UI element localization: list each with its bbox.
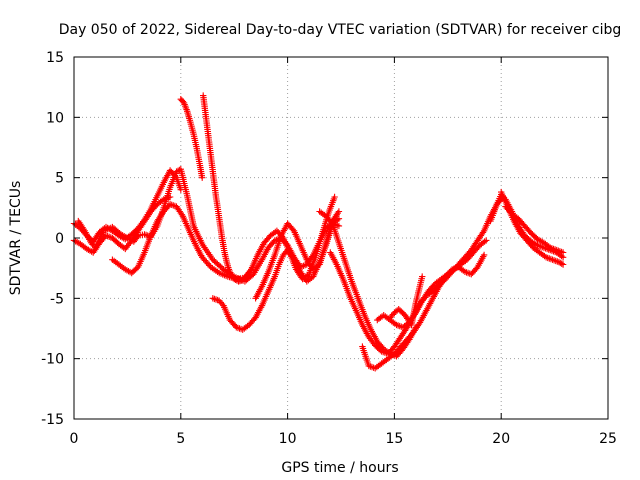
data-point (217, 263, 224, 270)
data-point (483, 237, 490, 244)
y-tick-label: 0 (55, 231, 64, 247)
data-point (199, 174, 206, 181)
x-tick-label: 15 (385, 431, 403, 447)
y-tick-label: -10 (41, 352, 64, 368)
x-axis-label: GPS time / hours (281, 460, 398, 476)
series-layer (70, 92, 567, 372)
axes: 0 5 10 15 20 25 -15 -10 -5 0 5 10 15 (41, 50, 617, 447)
data-point (211, 257, 218, 265)
x-tick-label: 0 (70, 431, 79, 447)
x-tick-label: 5 (176, 431, 185, 447)
series-track-8 (252, 208, 343, 302)
chart-title: Day 050 of 2022, Sidereal Day-to-day VTE… (59, 22, 622, 38)
series-track-6 (200, 92, 255, 285)
data-point (558, 260, 565, 267)
x-tick-label: 10 (279, 431, 297, 447)
x-tick-label: 20 (492, 431, 510, 447)
data-point (335, 222, 343, 230)
data-point (528, 243, 536, 250)
data-point (419, 273, 426, 280)
data-point (212, 296, 220, 303)
y-tick-label: 10 (46, 110, 64, 126)
y-tick-label: 15 (46, 50, 64, 66)
series-track-11 (316, 208, 419, 360)
data-point (152, 202, 160, 209)
data-point (248, 266, 255, 273)
series-track-15 (498, 188, 567, 268)
data-point (247, 267, 254, 275)
data-point (430, 282, 437, 289)
y-tick-label: -5 (50, 291, 64, 307)
series-track-16 (502, 203, 567, 256)
series-track-13 (386, 273, 426, 329)
data-point (331, 193, 338, 201)
y-tick-label: 5 (55, 171, 64, 187)
data-point (335, 208, 343, 215)
data-point (559, 249, 567, 256)
data-point (218, 264, 226, 272)
data-point (475, 243, 482, 250)
series-track-5 (177, 96, 206, 181)
y-tick-label: -15 (41, 412, 64, 428)
data-point (480, 251, 488, 259)
data-point (214, 260, 221, 268)
x-tick-label: 25 (599, 431, 617, 447)
data-point (559, 261, 567, 268)
data-point (289, 226, 296, 233)
grid (74, 57, 608, 419)
series-track-10 (359, 251, 488, 372)
y-axis-label: SDTVAR / TECUs (8, 181, 24, 296)
data-point (212, 259, 220, 266)
data-point (412, 324, 419, 331)
data-point (507, 209, 514, 216)
data-point (328, 218, 335, 226)
data-point (170, 202, 177, 209)
